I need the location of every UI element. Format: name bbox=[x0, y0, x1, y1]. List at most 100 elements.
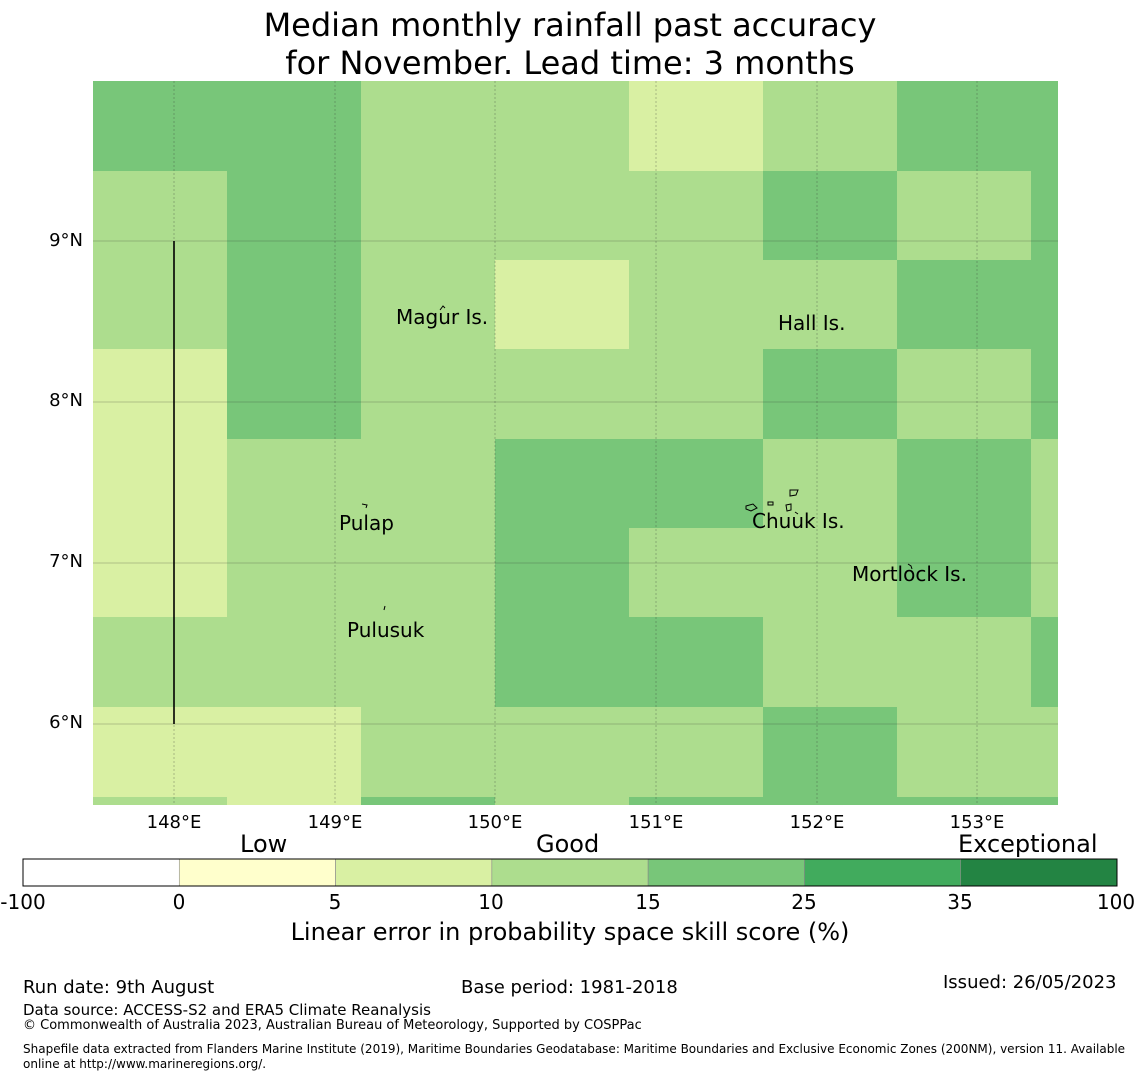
colorbar-swatch bbox=[647, 858, 805, 887]
skill-cell bbox=[629, 260, 763, 349]
lon-tick-153e: 153°E bbox=[949, 812, 1005, 833]
lon-tick-152e: 152°E bbox=[789, 812, 845, 833]
skill-cell bbox=[361, 528, 495, 617]
shapefile-credit-line-1: Shapefile data extracted from Flanders M… bbox=[23, 1042, 1126, 1056]
skill-cell bbox=[227, 439, 361, 528]
skill-cell bbox=[763, 707, 897, 797]
skill-cell bbox=[361, 81, 495, 171]
skill-cell bbox=[93, 797, 227, 805]
skill-cell bbox=[93, 707, 227, 797]
lat-tick-6n: 6°N bbox=[49, 712, 83, 733]
graticule bbox=[93, 81, 1058, 805]
skill-cell bbox=[763, 439, 897, 528]
skill-cell bbox=[361, 707, 495, 797]
skill-cell bbox=[361, 171, 495, 260]
map-title-line-1: Median monthly rainfall past accuracy bbox=[263, 6, 877, 44]
skill-cell bbox=[227, 707, 361, 797]
skill-cell bbox=[1031, 707, 1058, 797]
skill-cell bbox=[763, 260, 897, 349]
skill-cell bbox=[763, 171, 897, 260]
skill-cell bbox=[93, 617, 227, 707]
copyright-notice: © Commonwealth of Australia 2023, Austra… bbox=[23, 1018, 642, 1033]
shapefile-credit-line-2: online at http://www.marineregions.org/. bbox=[23, 1057, 267, 1071]
skill-cell bbox=[93, 439, 227, 528]
skill-cell bbox=[763, 617, 897, 707]
skill-cell bbox=[629, 349, 763, 439]
place-label-pulap: Pulap bbox=[339, 511, 394, 535]
skill-cell bbox=[763, 528, 897, 617]
skill-cell bbox=[897, 439, 1031, 528]
skill-cell bbox=[1031, 81, 1058, 171]
skill-cell bbox=[227, 349, 361, 439]
skill-cell bbox=[93, 260, 227, 349]
run-date: Run date: 9th August bbox=[23, 977, 215, 998]
skill-cell bbox=[495, 260, 629, 349]
skill-cell bbox=[227, 797, 361, 805]
chuuk-island-outline bbox=[745, 489, 799, 515]
skill-cell bbox=[897, 528, 1031, 617]
category-good: Good bbox=[536, 830, 600, 858]
skill-cell bbox=[1031, 260, 1058, 349]
lat-tick-8n: 8°N bbox=[49, 390, 83, 411]
skill-cell bbox=[227, 171, 361, 260]
colorbar-tick-10: 10 bbox=[478, 890, 504, 914]
colorbar-tick-minus100: -100 bbox=[0, 890, 46, 914]
skill-cell bbox=[629, 171, 763, 260]
lat-tick-7n: 7°N bbox=[49, 551, 83, 572]
skill-cell bbox=[1031, 797, 1058, 805]
mortlock-island-outline bbox=[907, 563, 913, 570]
colorbar-label: Linear error in probability space skill … bbox=[290, 918, 850, 946]
skill-cell bbox=[763, 81, 897, 171]
colorbar-tick-35: 35 bbox=[947, 890, 973, 914]
skill-cell bbox=[93, 81, 227, 171]
pulusuk-island-outline bbox=[383, 605, 386, 611]
data-source: Data source: ACCESS-S2 and ERA5 Climate … bbox=[23, 1001, 431, 1019]
colorbar-tick-5: 5 bbox=[328, 890, 342, 914]
skill-cell bbox=[495, 81, 629, 171]
skill-cell bbox=[629, 707, 763, 797]
place-label-hall: Hall Is. bbox=[778, 311, 846, 335]
skill-cell bbox=[495, 707, 629, 797]
colorbar-swatch bbox=[960, 858, 1118, 887]
skill-cell bbox=[227, 260, 361, 349]
skill-cell bbox=[763, 349, 897, 439]
skill-cell bbox=[897, 171, 1031, 260]
lon-tick-150e: 150°E bbox=[467, 812, 523, 833]
place-label-pulusuk: Pulusuk bbox=[347, 618, 425, 642]
skill-cell bbox=[897, 260, 1031, 349]
pulap-island-outline bbox=[361, 503, 368, 509]
skill-cell bbox=[897, 81, 1031, 171]
category-low: Low bbox=[240, 830, 288, 858]
colorbar-outline bbox=[22, 858, 1118, 887]
colorbar-swatch bbox=[804, 858, 962, 887]
lon-tick-151e: 151°E bbox=[628, 812, 684, 833]
colorbar-tick-100: 100 bbox=[1096, 890, 1136, 914]
skill-cell bbox=[629, 528, 763, 617]
skill-cell bbox=[361, 797, 495, 805]
colorbar-swatch bbox=[491, 858, 649, 887]
skill-cell bbox=[763, 797, 897, 805]
skill-cell bbox=[361, 260, 495, 349]
skill-cell bbox=[361, 617, 495, 707]
colorbar-swatch bbox=[335, 858, 493, 887]
skill-grid bbox=[93, 81, 1058, 805]
skill-cell bbox=[361, 439, 495, 528]
skill-cell bbox=[93, 349, 227, 439]
skill-cell bbox=[897, 797, 1031, 805]
skill-cell bbox=[361, 349, 495, 439]
colorbar-tick-25: 25 bbox=[791, 890, 817, 914]
lon-tick-148e: 148°E bbox=[146, 812, 202, 833]
island-outlines bbox=[361, 305, 913, 611]
skill-cell bbox=[629, 81, 763, 171]
colorbar-tick-15: 15 bbox=[635, 890, 661, 914]
skill-cell bbox=[1031, 349, 1058, 439]
skill-cell bbox=[495, 171, 629, 260]
skill-cell bbox=[495, 439, 629, 528]
skill-cell bbox=[897, 707, 1031, 797]
category-exceptional: Exceptional bbox=[958, 830, 1098, 858]
skill-cell bbox=[629, 797, 763, 805]
skill-cell bbox=[897, 349, 1031, 439]
skill-cell bbox=[495, 797, 629, 805]
